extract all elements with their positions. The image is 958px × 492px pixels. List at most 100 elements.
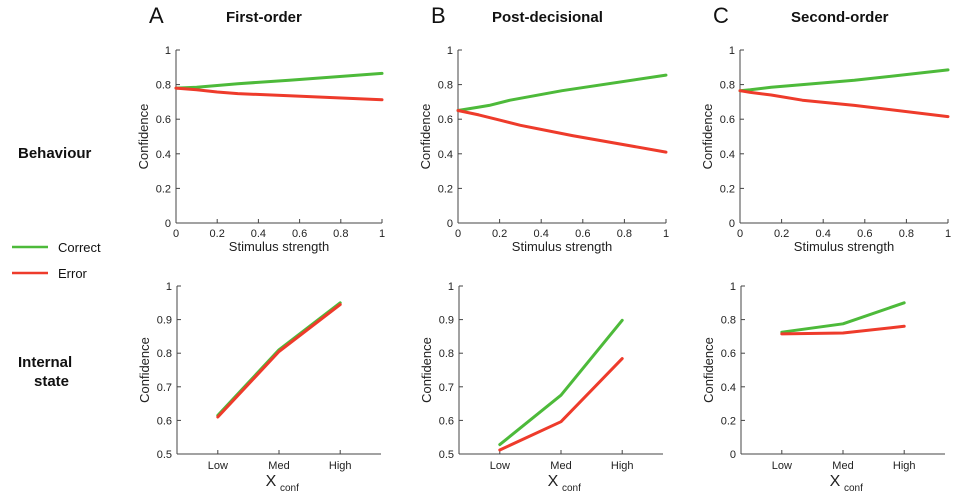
x-tick-label: 0.6 xyxy=(292,228,307,240)
y-tick-label: 0.4 xyxy=(721,382,736,394)
panel-letter-a: A xyxy=(149,3,164,28)
x-axis-label-sub: conf xyxy=(844,483,863,492)
y-tick-label: 1 xyxy=(165,45,171,57)
y-tick-label: 0.2 xyxy=(721,415,736,427)
x-axis-label-main: X xyxy=(548,473,559,490)
row-label-internal-line2: state xyxy=(34,373,69,390)
chart-B-internal: 0.5 0.6 0.7 0.8 0.9 1 Low Med High X conf Confidenc… xyxy=(419,281,663,492)
y-tick-label: 0.8 xyxy=(439,348,454,360)
charts: 0 0.2 0.4 0.6 0.8 1 0 0.2 0.4 0.6 0.8 1 Stimulus str… xyxy=(136,45,951,492)
y-tick-label: 0.4 xyxy=(720,149,735,161)
x-tick-label: High xyxy=(329,460,352,472)
x-axis-label-sub: conf xyxy=(562,483,581,492)
y-tick-label: 0.8 xyxy=(156,80,171,92)
row-label-internal-line1: Internal xyxy=(18,354,72,371)
x-tick-label: 1 xyxy=(379,228,385,240)
x-tick-label: 0.4 xyxy=(816,228,831,240)
x-axis-label-sub: conf xyxy=(280,483,299,492)
row-label-behaviour: Behaviour xyxy=(18,145,92,162)
y-axis-label: Confidence xyxy=(419,337,434,403)
x-tick-label: 1 xyxy=(663,228,669,240)
y-axis-label: Confidence xyxy=(136,104,151,170)
chart-C-internal: 0 0.2 0.4 0.6 0.8 1 Low Med High X conf Confidence xyxy=(701,281,945,492)
x-tick-label: 0 xyxy=(173,228,179,240)
y-tick-label: 0.2 xyxy=(156,183,171,195)
y-tick-label: 0 xyxy=(165,218,171,230)
series-line-error xyxy=(738,89,950,119)
x-axis-label: Stimulus strength xyxy=(794,239,894,254)
series-line-correct xyxy=(174,71,384,90)
y-tick-label: 0.8 xyxy=(438,80,453,92)
x-tick-label: 0.4 xyxy=(251,228,266,240)
y-tick-label: 0.9 xyxy=(439,315,454,327)
series-line-error xyxy=(174,86,384,102)
x-tick-label: Med xyxy=(550,460,571,472)
legend-label-error: Error xyxy=(58,266,88,281)
y-tick-label: 0.8 xyxy=(720,80,735,92)
y-axis-label: Confidence xyxy=(418,104,433,170)
y-tick-label: 0.4 xyxy=(438,149,453,161)
x-tick-label: High xyxy=(611,460,634,472)
x-tick-label: 0.8 xyxy=(617,228,632,240)
y-tick-label: 0.6 xyxy=(439,415,454,427)
y-tick-label: 0 xyxy=(730,449,736,461)
x-tick-label: Low xyxy=(208,460,228,472)
y-tick-label: 0.7 xyxy=(439,382,454,394)
y-tick-label: 0 xyxy=(729,218,735,230)
series-line-correct xyxy=(456,73,668,112)
series-line-correct xyxy=(780,301,906,334)
series-line-correct xyxy=(498,318,624,447)
panel-letter-b: B xyxy=(431,3,446,28)
chart-A-internal: 0.5 0.6 0.7 0.8 0.9 1 Low Med High X conf Confidenc… xyxy=(137,281,381,492)
y-tick-label: 1 xyxy=(166,281,172,293)
y-tick-label: 0.5 xyxy=(439,449,454,461)
legend: Correct Error xyxy=(12,240,101,281)
x-tick-label: 0.4 xyxy=(534,228,549,240)
panel-title-a: First-order xyxy=(226,9,302,26)
chart-A-behaviour: 0 0.2 0.4 0.6 0.8 1 0 0.2 0.4 0.6 0.8 1 Stimulus str… xyxy=(136,45,385,254)
x-tick-label: 0 xyxy=(737,228,743,240)
x-tick-label: 0.2 xyxy=(492,228,507,240)
panel-title-b: Post-decisional xyxy=(492,9,603,26)
y-tick-label: 1 xyxy=(729,45,735,57)
y-tick-label: 0.2 xyxy=(438,183,453,195)
y-tick-label: 0 xyxy=(447,218,453,230)
x-tick-label: 0.2 xyxy=(210,228,225,240)
y-tick-label: 0.6 xyxy=(156,114,171,126)
x-tick-label: 1 xyxy=(945,228,951,240)
x-axis-label: Stimulus strength xyxy=(512,239,612,254)
x-tick-label: High xyxy=(893,460,916,472)
y-tick-label: 0.6 xyxy=(438,114,453,126)
x-tick-label: 0.8 xyxy=(899,228,914,240)
x-tick-label: Med xyxy=(268,460,289,472)
y-tick-label: 1 xyxy=(730,281,736,293)
y-axis-label: Confidence xyxy=(701,337,716,403)
y-tick-label: 0.2 xyxy=(720,183,735,195)
y-tick-label: 0.6 xyxy=(720,114,735,126)
panel-title-c: Second-order xyxy=(791,9,889,26)
x-axis-label-main: X xyxy=(266,473,277,490)
y-tick-label: 1 xyxy=(448,281,454,293)
series-line-error xyxy=(456,109,668,154)
x-tick-label: Low xyxy=(490,460,510,472)
y-tick-label: 0.8 xyxy=(721,315,736,327)
legend-label-correct: Correct xyxy=(58,240,101,255)
y-tick-label: 0.6 xyxy=(157,415,172,427)
y-axis-label: Confidence xyxy=(700,104,715,170)
chart-B-behaviour: 0 0.2 0.4 0.6 0.8 1 0 0.2 0.4 0.6 0.8 1 Stimulus str… xyxy=(418,45,669,254)
x-axis-label: Stimulus strength xyxy=(229,239,329,254)
x-tick-label: 0.6 xyxy=(857,228,872,240)
panel-letter-c: C xyxy=(713,3,729,28)
x-axis-label-main: X xyxy=(830,473,841,490)
series-line-error xyxy=(216,303,342,419)
y-axis-label: Confidence xyxy=(137,337,152,403)
chart-C-behaviour: 0 0.2 0.4 0.6 0.8 1 0 0.2 0.4 0.6 0.8 1 Stimulus str… xyxy=(700,45,951,254)
series-line-error xyxy=(498,357,624,452)
x-tick-label: 0.2 xyxy=(774,228,789,240)
series-line-correct xyxy=(738,68,950,93)
y-tick-label: 0.7 xyxy=(157,382,172,394)
x-tick-label: 0.6 xyxy=(575,228,590,240)
y-tick-label: 0.9 xyxy=(157,315,172,327)
y-tick-label: 0.6 xyxy=(721,348,736,360)
